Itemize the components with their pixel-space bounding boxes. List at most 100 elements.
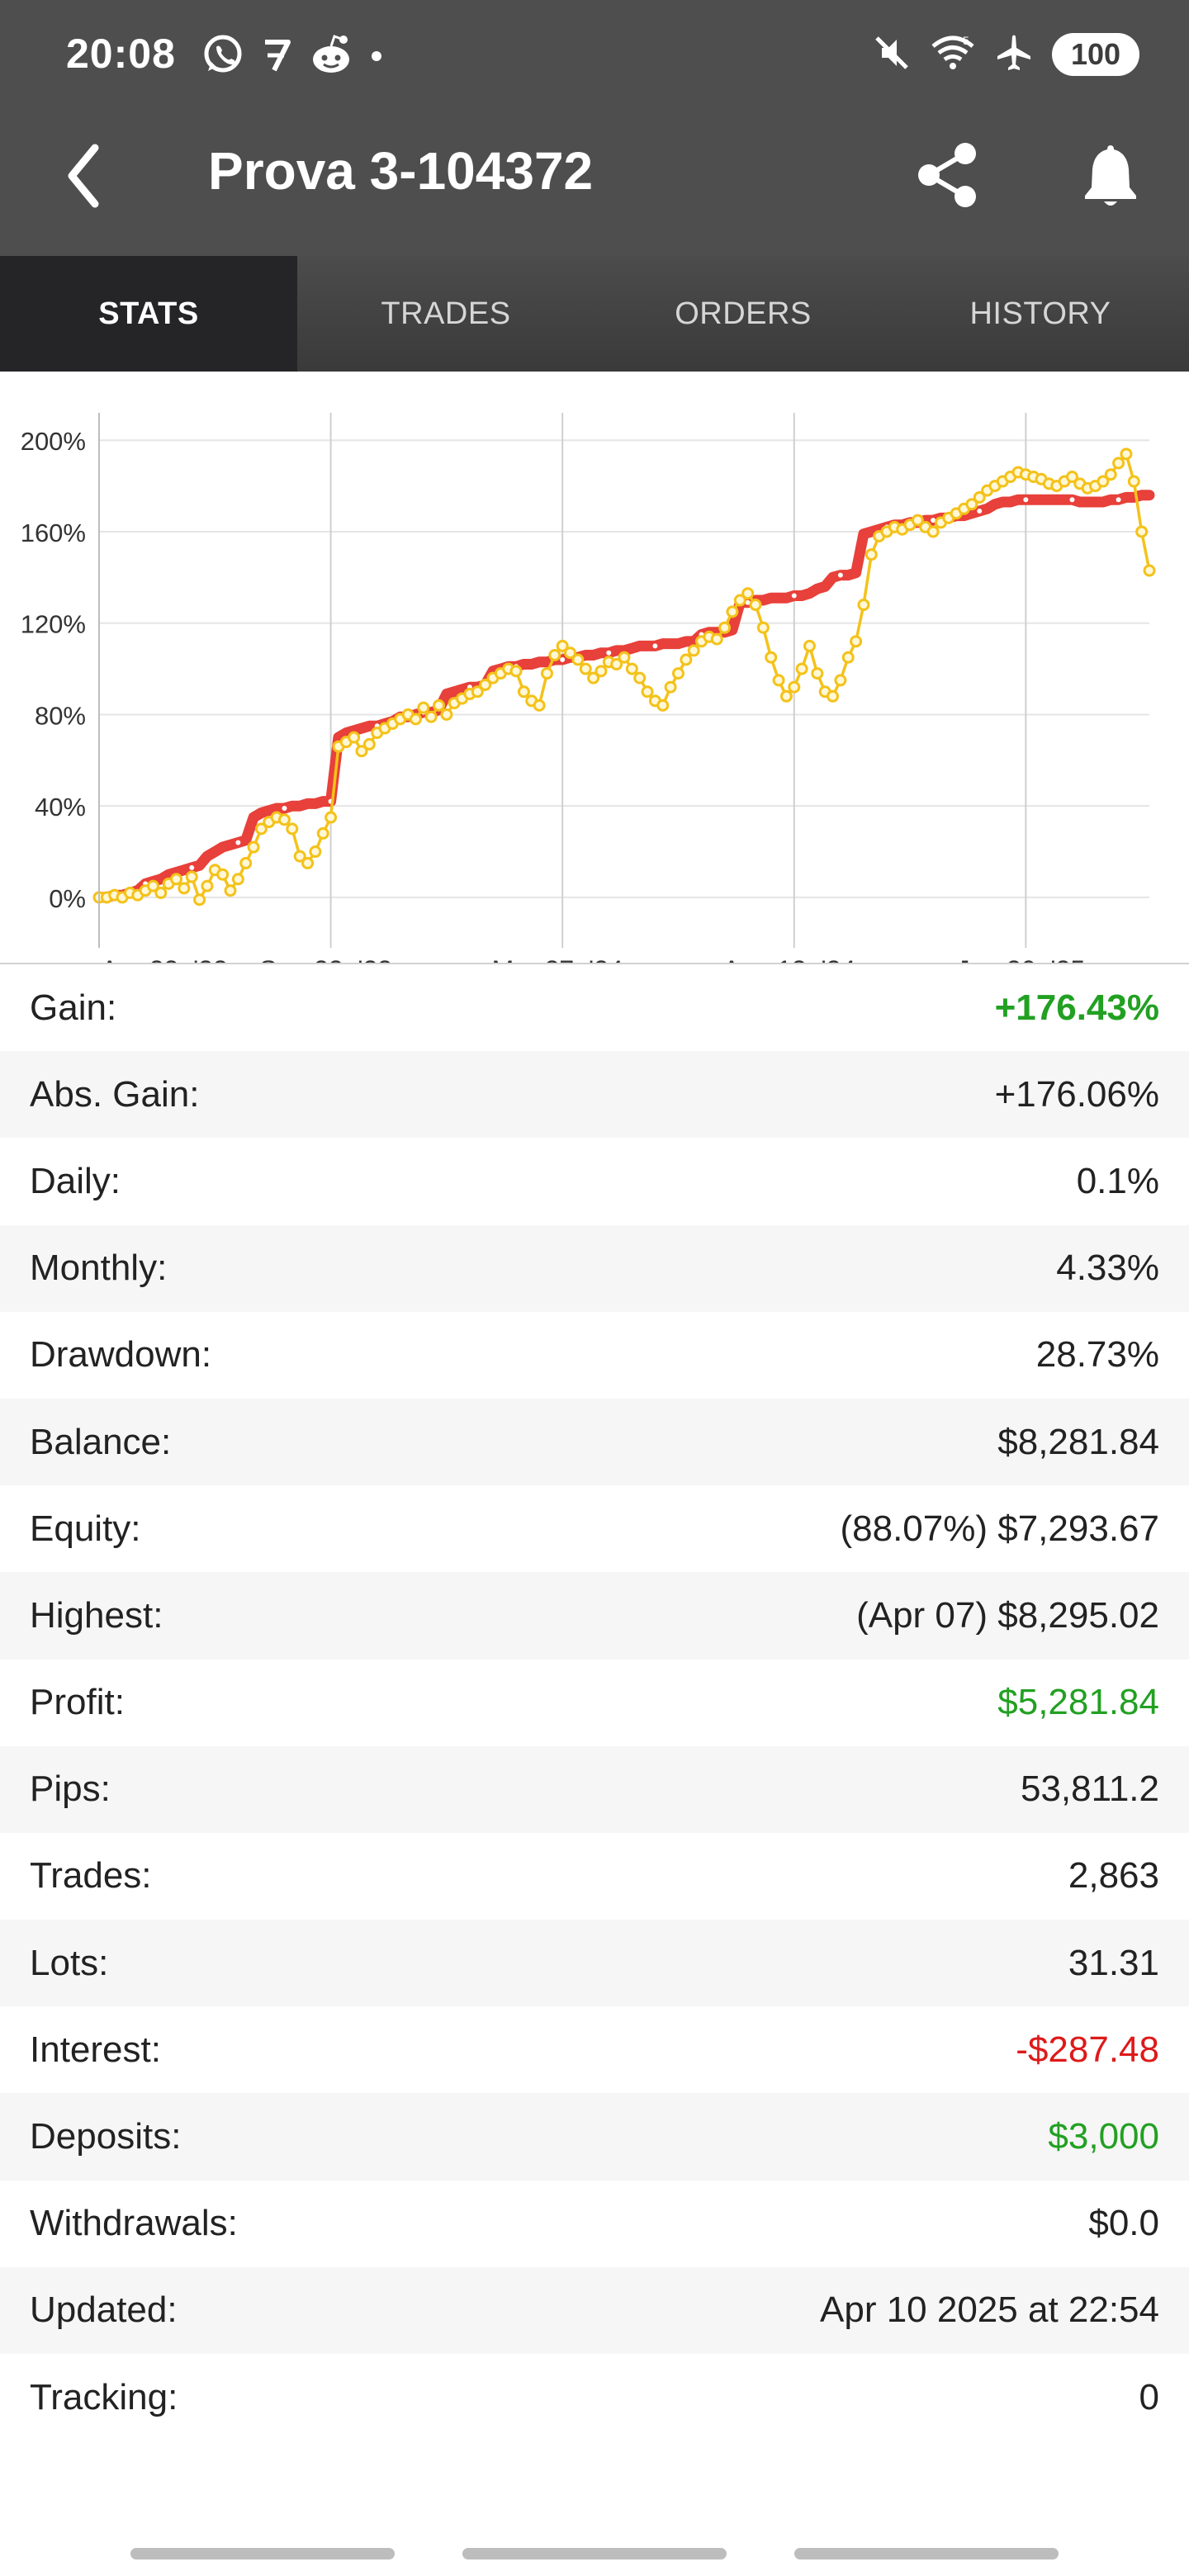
back-button[interactable] bbox=[50, 139, 116, 213]
stat-label: Highest: bbox=[30, 1594, 163, 1636]
page-indicator[interactable] bbox=[794, 2548, 1059, 2559]
tab-trades[interactable]: TRADES bbox=[381, 296, 511, 331]
stat-value: $0.0 bbox=[1088, 2203, 1159, 2244]
stat-row: Trades: 2,863 bbox=[0, 1833, 1189, 1920]
stat-value: $5,281.84 bbox=[997, 1682, 1159, 1723]
equity-point bbox=[193, 893, 206, 907]
tab-bar: STATS TRADES ORDERS HISTORY bbox=[0, 256, 1189, 372]
dot-icon bbox=[372, 51, 381, 61]
equity-point bbox=[409, 713, 422, 726]
stat-row: Monthly: 4.33% bbox=[0, 1224, 1189, 1312]
status-right-icons: 5 100 bbox=[872, 31, 1139, 78]
airplane-icon bbox=[994, 33, 1034, 77]
equity-point bbox=[247, 841, 260, 854]
equity-point bbox=[733, 594, 746, 607]
stat-row: Interest: -$287.48 bbox=[0, 2006, 1189, 2093]
stat-label: Abs. Gain: bbox=[30, 1073, 200, 1115]
equity-point bbox=[811, 667, 824, 680]
stat-row: Gain: +176.43% bbox=[0, 964, 1189, 1051]
equity-point bbox=[741, 587, 755, 600]
equity-point bbox=[710, 632, 723, 646]
divider bbox=[0, 963, 1189, 964]
back-icon bbox=[68, 144, 99, 208]
equity-point bbox=[1065, 471, 1078, 484]
whatsapp-icon bbox=[201, 33, 244, 80]
share-button[interactable] bbox=[908, 134, 986, 216]
stat-label: Profit: bbox=[30, 1682, 125, 1723]
equity-point bbox=[417, 701, 430, 714]
equity-point bbox=[548, 648, 561, 661]
y-tick-label: 120% bbox=[21, 610, 86, 639]
tab-history[interactable]: HISTORY bbox=[969, 296, 1111, 331]
equity-point bbox=[594, 665, 608, 678]
gain-point bbox=[1021, 495, 1030, 504]
equity-point bbox=[533, 698, 546, 712]
equity-point bbox=[1127, 475, 1140, 488]
stat-label: Withdrawals: bbox=[30, 2203, 238, 2244]
stat-label: Monthly: bbox=[30, 1248, 168, 1289]
stat-row: Abs. Gain: +176.06% bbox=[0, 1051, 1189, 1139]
stat-value: Apr 10 2025 at 22:54 bbox=[820, 2290, 1159, 2331]
stat-value: 0.1% bbox=[1076, 1160, 1159, 1201]
gain-point bbox=[187, 863, 197, 872]
telegram-like-icon bbox=[263, 36, 291, 78]
status-bar: 20:08 5 100 bbox=[0, 0, 1189, 91]
equity-point bbox=[865, 548, 878, 561]
equity-point bbox=[185, 870, 198, 883]
stat-row: Tracking: 0 bbox=[0, 2354, 1189, 2441]
equity-point bbox=[587, 671, 600, 684]
y-tick-label: 160% bbox=[21, 519, 86, 547]
y-tick-label: 200% bbox=[21, 427, 86, 456]
equity-point bbox=[610, 658, 623, 671]
page-indicator[interactable] bbox=[462, 2548, 727, 2559]
status-time: 20:08 bbox=[66, 31, 176, 77]
equity-point bbox=[656, 698, 670, 712]
equity-point bbox=[625, 662, 638, 675]
stat-value: 31.31 bbox=[1068, 1942, 1159, 1983]
equity-point bbox=[571, 653, 585, 666]
equity-point bbox=[1097, 475, 1110, 488]
gain-point bbox=[558, 656, 567, 664]
stat-value: +176.43% bbox=[994, 987, 1159, 1028]
equity-point bbox=[154, 886, 168, 899]
equity-point bbox=[756, 621, 770, 634]
gain-point bbox=[1114, 495, 1123, 504]
page-indicator[interactable] bbox=[130, 2548, 395, 2559]
x-tick-label: Apr 23, '23 bbox=[101, 955, 228, 963]
gain-point bbox=[651, 642, 660, 651]
notifications-button[interactable] bbox=[1073, 134, 1148, 216]
equity-point bbox=[911, 514, 924, 527]
equity-point bbox=[254, 822, 268, 836]
equity-point bbox=[362, 737, 376, 751]
equity-point bbox=[433, 698, 446, 712]
stat-label: Trades: bbox=[30, 1855, 152, 1896]
y-tick-label: 80% bbox=[35, 701, 86, 730]
stat-row: Deposits: $3,000 bbox=[0, 2093, 1189, 2181]
equity-point bbox=[671, 667, 685, 680]
stat-row: Balance: $8,281.84 bbox=[0, 1398, 1189, 1486]
stat-row: Pips: 53,811.2 bbox=[0, 1745, 1189, 1833]
tab-stats[interactable]: STATS bbox=[0, 256, 297, 372]
stat-label: Interest: bbox=[30, 2029, 161, 2070]
bell-icon bbox=[1085, 145, 1136, 206]
gain-point bbox=[604, 648, 613, 657]
equity-point bbox=[324, 811, 338, 824]
equity-point bbox=[479, 678, 492, 691]
equity-point bbox=[309, 845, 322, 859]
equity-point bbox=[1135, 525, 1149, 538]
equity-point bbox=[827, 689, 840, 703]
wifi-icon: 5 bbox=[930, 33, 976, 77]
gain-point bbox=[280, 803, 289, 812]
equity-point bbox=[718, 621, 732, 634]
equity-point bbox=[834, 674, 847, 687]
equity-point bbox=[641, 685, 654, 698]
stat-label: Tracking: bbox=[30, 2376, 178, 2417]
stat-row: Updated: Apr 10 2025 at 22:54 bbox=[0, 2266, 1189, 2354]
y-tick-label: 0% bbox=[49, 884, 86, 913]
stat-value: $8,281.84 bbox=[997, 1421, 1159, 1462]
gain-point bbox=[234, 838, 243, 847]
page-title: Prova 3-104372 bbox=[208, 141, 594, 201]
stat-value: 4.33% bbox=[1056, 1248, 1159, 1289]
tab-orders[interactable]: ORDERS bbox=[675, 296, 812, 331]
equity-point bbox=[965, 498, 978, 511]
